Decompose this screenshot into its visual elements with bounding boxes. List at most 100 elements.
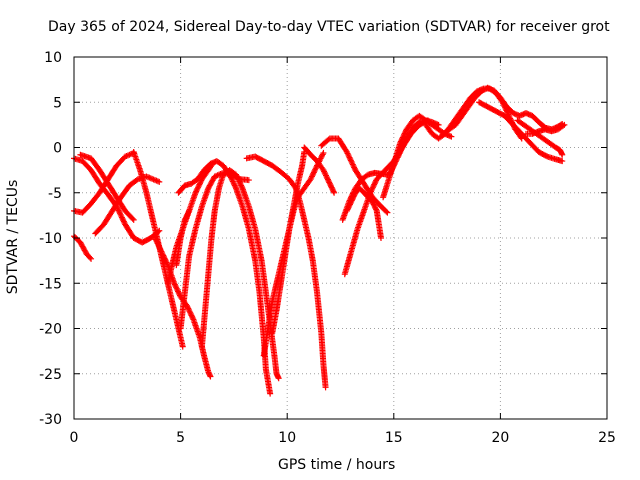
y-tick-label: 10 xyxy=(44,50,62,66)
data-point xyxy=(372,178,379,185)
data-point xyxy=(308,173,315,180)
data-point xyxy=(118,214,125,221)
data-point xyxy=(229,177,236,184)
data-point xyxy=(88,255,95,262)
series-arc-26 xyxy=(514,117,566,158)
data-point xyxy=(350,162,357,169)
data-point xyxy=(233,171,240,178)
data-point xyxy=(152,235,159,241)
data-point xyxy=(331,189,338,196)
data-point xyxy=(346,197,353,204)
data-point xyxy=(383,208,390,215)
data-point xyxy=(390,163,397,170)
data-point xyxy=(162,256,169,263)
data-point xyxy=(120,218,127,225)
data-point xyxy=(154,240,161,247)
data-point xyxy=(309,172,316,179)
series-arc-16 xyxy=(301,144,338,196)
data-point xyxy=(308,174,315,181)
data-point xyxy=(347,196,354,203)
data-point xyxy=(155,243,162,250)
data-point xyxy=(348,193,355,200)
data-point xyxy=(373,206,380,213)
data-point xyxy=(120,217,127,224)
data-point xyxy=(86,254,93,261)
series-arc-5 xyxy=(77,151,137,223)
data-point xyxy=(371,180,378,187)
data-point xyxy=(397,149,404,156)
data-point xyxy=(159,251,166,258)
data-point xyxy=(323,172,330,179)
x-tick-label: 5 xyxy=(176,430,185,446)
data-point xyxy=(116,208,123,215)
data-point xyxy=(186,308,193,315)
data-point xyxy=(119,215,126,222)
data-point xyxy=(236,178,243,185)
data-point xyxy=(235,177,242,184)
data-point xyxy=(401,130,408,137)
data-point xyxy=(344,150,351,157)
data-point xyxy=(330,188,337,195)
data-point xyxy=(391,161,398,168)
data-point xyxy=(378,235,385,241)
data-point xyxy=(345,153,352,160)
data-point xyxy=(207,373,214,380)
data-point xyxy=(398,146,405,153)
data-point xyxy=(162,258,169,265)
series-arc-2 xyxy=(71,233,95,262)
data-point xyxy=(197,180,204,187)
data-point xyxy=(230,179,237,186)
data-point xyxy=(310,170,317,177)
data-point xyxy=(185,209,192,216)
data-point xyxy=(347,155,354,162)
data-point xyxy=(322,171,329,178)
data-point xyxy=(346,198,353,205)
data-point xyxy=(171,281,178,288)
data-point xyxy=(324,175,331,182)
data-point xyxy=(325,177,332,184)
data-point xyxy=(343,149,350,156)
data-point xyxy=(193,187,200,194)
data-point xyxy=(401,139,408,146)
data-point xyxy=(175,288,182,295)
series-arc-11 xyxy=(175,158,274,397)
data-point xyxy=(394,154,401,161)
data-point xyxy=(188,312,195,319)
data-point xyxy=(161,255,168,262)
data-point xyxy=(233,173,240,180)
series-arc-3 xyxy=(71,149,137,216)
data-point xyxy=(156,178,163,185)
data-point xyxy=(234,174,241,181)
data-point xyxy=(231,182,238,189)
data-point xyxy=(559,151,566,158)
series-arc-25 xyxy=(476,99,566,165)
data-point xyxy=(390,162,397,169)
data-point xyxy=(267,390,274,397)
data-point xyxy=(179,343,186,350)
data-point xyxy=(172,282,179,289)
series-arc-27 xyxy=(522,121,568,137)
data-point xyxy=(392,159,399,166)
data-point xyxy=(349,161,356,168)
data-point xyxy=(187,309,194,316)
data-point xyxy=(321,168,328,175)
data-point xyxy=(560,122,567,129)
series-arc-12 xyxy=(198,167,282,382)
data-point xyxy=(184,304,191,311)
data-point xyxy=(195,182,202,189)
data-point xyxy=(160,254,167,261)
data-point xyxy=(350,189,357,196)
data-point xyxy=(448,133,455,140)
data-point xyxy=(155,241,162,248)
data-point xyxy=(400,142,407,149)
data-point xyxy=(368,187,375,194)
data-point xyxy=(307,176,314,183)
data-point xyxy=(196,181,203,188)
y-tick-label: -20 xyxy=(39,322,62,338)
y-tick-label: -5 xyxy=(48,186,62,202)
data-point xyxy=(129,215,136,222)
data-point xyxy=(152,236,159,243)
data-point xyxy=(310,169,317,176)
data-point xyxy=(311,168,318,175)
tick-labels: 0 5 10 15 20 25 -30 -25 -20 -15 -10 -5 0 5 10 xyxy=(39,50,616,446)
